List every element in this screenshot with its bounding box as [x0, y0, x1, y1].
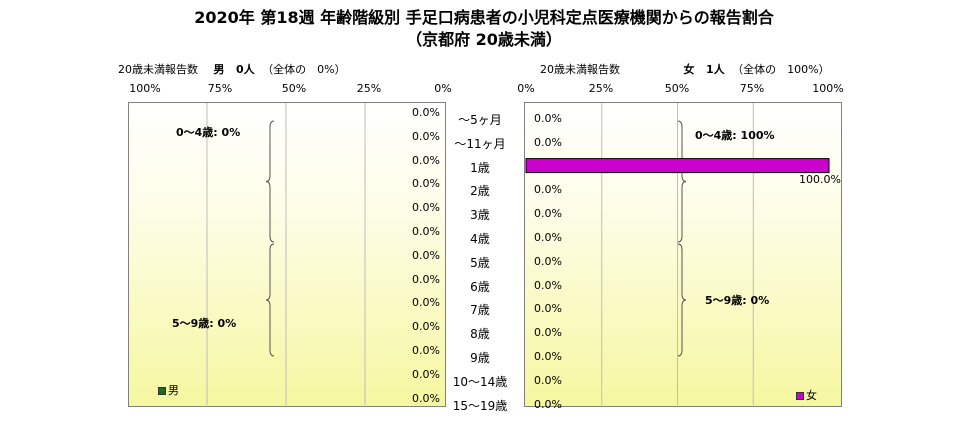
- female-value-label: 0.0%: [534, 183, 562, 197]
- female-legend-label: 女: [806, 389, 817, 402]
- male-legend-swatch: [158, 387, 166, 395]
- male-tick: 0%: [434, 82, 452, 95]
- female-brace-0-4: [677, 120, 687, 243]
- male-value-label: 0.0%: [412, 248, 440, 262]
- male-header-count: 0人: [236, 63, 255, 76]
- female-value-label: 0.0%: [534, 207, 562, 221]
- male-brace-0-4: [265, 120, 275, 243]
- male-header-label: 20歳未満報告数: [118, 63, 198, 76]
- female-group-label-5-9: 5～9歳: 0%: [705, 294, 770, 307]
- male-value-label: 0.0%: [412, 129, 440, 143]
- male-tick: 100%: [129, 82, 161, 95]
- male-group-label-5-9: 5～9歳: 0%: [172, 317, 237, 330]
- male-plot-area: [128, 102, 446, 407]
- male-value-label: 0.0%: [412, 272, 440, 286]
- male-value-label: 0.0%: [412, 367, 440, 381]
- female-value-label: 0.0%: [534, 350, 562, 363]
- female-value-label: 0.0%: [534, 397, 562, 411]
- female-header-share: （全体の 100%）: [732, 63, 830, 76]
- category-label: ～11ヶ月: [454, 136, 506, 151]
- male-tick: 75%: [207, 82, 233, 95]
- female-tick: 50%: [664, 82, 690, 95]
- female-value-label: 0.0%: [534, 254, 562, 268]
- female-plot-area: [524, 102, 842, 407]
- female-value-label: 0.0%: [534, 278, 562, 292]
- category-label: 9歳: [470, 351, 490, 365]
- male-value-label: 0.0%: [412, 391, 440, 405]
- male-value-label: 0.0%: [412, 320, 440, 334]
- female-value-label: 100.0%: [799, 172, 841, 186]
- category-label: 10～14歳: [452, 374, 508, 389]
- female-value-label: 0.0%: [534, 326, 562, 340]
- female-value-label: 0.0%: [534, 231, 562, 244]
- category-label: 6歳: [470, 279, 490, 294]
- male-tick: 25%: [356, 82, 382, 95]
- category-label: 2歳: [470, 184, 490, 199]
- female-group-label-0-4: 0～4歳: 100%: [695, 129, 775, 142]
- male-header-share: （全体の 0%）: [262, 63, 346, 76]
- female-bar: [525, 158, 830, 174]
- category-label: ～5ヶ月: [458, 113, 502, 127]
- male-value-label: 0.0%: [412, 177, 440, 191]
- category-label: 15～19歳: [452, 398, 508, 413]
- male-value-label: 0.0%: [412, 201, 440, 215]
- female-tick: 75%: [739, 82, 765, 95]
- chart-title: 2020年 第18週 年齢階級別 手足口病患者の小児科定点医療機関からの報告割合: [194, 8, 774, 27]
- category-label: 1歳: [470, 160, 490, 175]
- chart-subtitle: （京都府 20歳未満）: [406, 30, 562, 49]
- male-value-label: 0.0%: [412, 153, 440, 167]
- female-tick: 100%: [812, 82, 844, 95]
- female-value-label: 0.0%: [534, 112, 562, 125]
- female-legend-swatch: [796, 392, 804, 400]
- male-header-sex: 男: [213, 63, 225, 76]
- male-value-label: 0.0%: [412, 106, 440, 119]
- male-tick: 50%: [281, 82, 307, 95]
- female-brace-5-9: [677, 243, 687, 357]
- male-legend-label: 男: [168, 384, 179, 397]
- male-group-label-0-4: 0～4歳: 0%: [176, 126, 241, 139]
- male-legend: 男: [158, 382, 179, 398]
- female-value-label: 0.0%: [534, 302, 562, 316]
- female-header-sex: 女: [683, 63, 695, 76]
- female-header-label: 20歳未満報告数: [540, 63, 620, 76]
- female-tick: 0%: [517, 82, 535, 95]
- male-header: 20歳未満報告数 男 0人 （全体の 0%）: [118, 61, 346, 77]
- female-value-label: 0.0%: [534, 373, 562, 387]
- female-header: 20歳未満報告数 女 1人 （全体の 100%）: [540, 61, 830, 77]
- category-label: 3歳: [470, 208, 490, 223]
- male-value-label: 0.0%: [412, 296, 440, 310]
- category-label: 7歳: [470, 303, 490, 318]
- male-brace-5-9: [265, 243, 275, 357]
- male-value-label: 0.0%: [412, 225, 440, 238]
- female-legend: 女: [796, 387, 817, 403]
- male-value-label: 0.0%: [412, 344, 440, 357]
- category-label: 4歳: [470, 232, 490, 246]
- female-value-label: 0.0%: [534, 135, 562, 149]
- category-label: 8歳: [470, 327, 490, 342]
- female-tick: 25%: [588, 82, 614, 95]
- female-header-count: 1人: [706, 63, 725, 76]
- category-label: 5歳: [470, 255, 490, 270]
